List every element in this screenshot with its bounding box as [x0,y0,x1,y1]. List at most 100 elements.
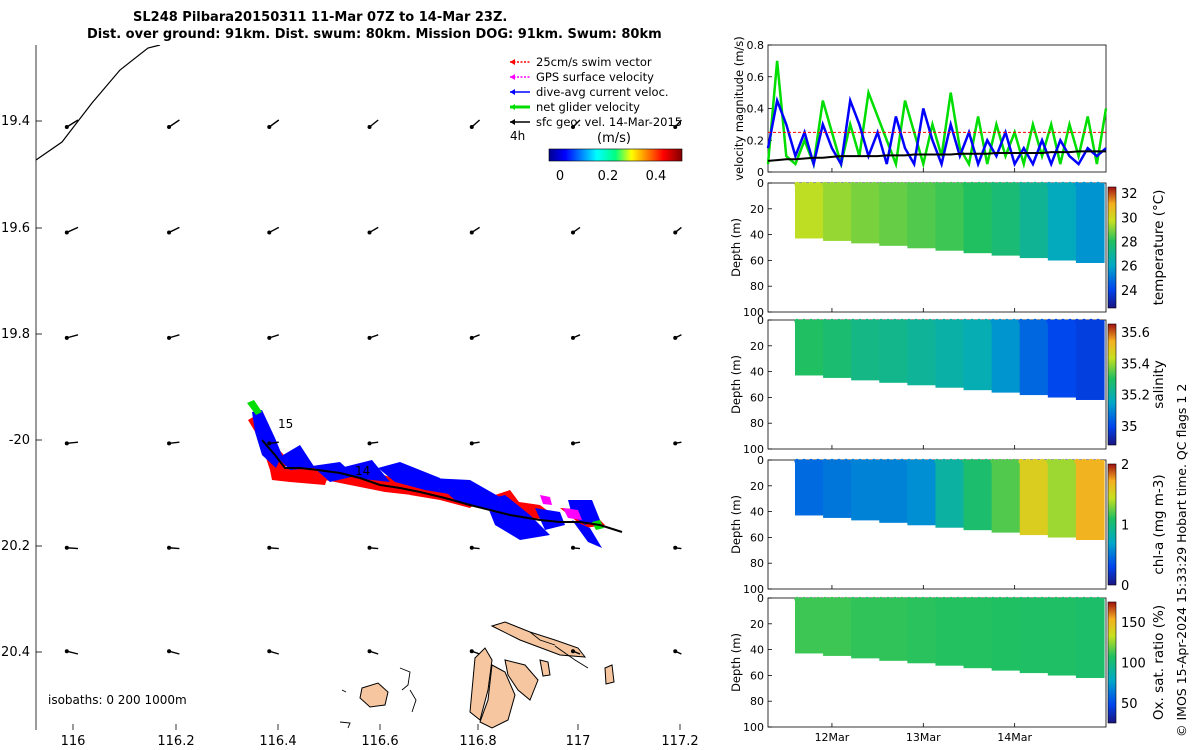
gps-velocity-fill [540,495,582,520]
surface-sample-dot [1032,181,1038,187]
section-column [963,598,993,669]
surface-sample-dot [1004,458,1010,464]
geo-velocity-arrow [571,334,581,340]
geo-velocity-arrow [367,226,379,235]
surface-sample-dot [794,596,800,602]
velocity-ytick-label: 0.4 [747,103,765,116]
surface-sample-dot [948,596,954,602]
surface-sample-dot [1095,318,1101,324]
depth-ylabel: Depth (m) [729,218,743,277]
time-tick-label: 12Mar [815,731,850,744]
section-column [991,183,1021,256]
isobath-fragments [339,631,589,729]
surface-sample-dot [843,458,849,464]
section-column [1019,460,1049,536]
surface-sample-dot [1081,181,1087,187]
surface-sample-dot [843,318,849,324]
surface-sample-dot [829,181,835,187]
colorbar-tick-label: 30 [1121,211,1138,226]
velocity-colorbar [548,148,683,162]
surface-sample-dot [1074,181,1080,187]
surface-sample-dot [941,318,947,324]
section-column [907,598,937,664]
section-column [935,320,965,388]
colorbar-tick-label: 26 [1121,260,1138,275]
surface-sample-dot [913,318,919,324]
surface-sample-dot [913,458,919,464]
section-column [1019,183,1049,259]
surface-sample-dot [1039,181,1045,187]
colorbar-tick-label: 2 [1121,458,1129,473]
geo-velocity-arrow [267,441,279,446]
map-xtick-label: 116.4 [259,734,296,749]
geo-velocity-arrow [64,649,79,655]
depth-ytick-label: 40 [750,366,764,379]
legend-label: 25cm/s swim vector [536,55,652,69]
surface-sample-dot [808,596,814,602]
map-ytick-label: 19.8 [1,327,30,342]
section-column [935,598,965,666]
depth-section-panel: 0 20 40 60 80 100 Depth (m) 32 30 28 26 24 temperatu… [729,177,1167,319]
surface-sample-dot [808,458,814,464]
section-column [823,598,852,656]
surface-sample-dot [864,458,870,464]
section-column [963,460,993,531]
geo-velocity-arrow [267,119,280,129]
surface-sample-dot [871,458,877,464]
legend-item: net glider velocity [510,100,640,114]
surface-sample-dot [997,181,1003,187]
surface-sample-dot [1046,318,1052,324]
section-column [907,320,937,386]
surface-sample-dot [892,458,898,464]
velocity-ylabel: velocity magnitude (m/s) [732,36,746,181]
surface-sample-dot [822,181,828,187]
geo-velocity-arrow [469,545,480,550]
geostrophic-velocity-arrows [64,119,682,655]
surface-sample-dot [885,458,891,464]
colorbar-tick-label: 24 [1121,284,1138,299]
section-column [851,460,880,521]
section-column [1075,320,1105,400]
surface-sample-dot [955,318,961,324]
surface-sample-dot [948,181,954,187]
surface-sample-dot [976,596,982,602]
map-tick-labels: 116 116.2 116.4 116.6 116.8 117 117.2 19.4 19.6 1… [1,114,699,749]
surface-sample-dot [1060,458,1066,464]
map-ytick-label: 19.6 [1,221,30,236]
surface-sample-dot [1046,458,1052,464]
colorbar-tick-label: 32 [1121,187,1138,202]
surface-sample-dot [941,596,947,602]
surface-sample-dot [864,596,870,602]
map-ytick-label: 20.2 [1,539,30,554]
surface-sample-dot [836,458,842,464]
legend-item: GPS surface velocity [510,70,654,84]
surface-sample-dot [801,458,807,464]
velocity-ytick-label: 0.2 [747,134,765,147]
surface-sample-dot [1067,596,1073,602]
section-column [795,598,824,654]
surface-sample-dot [1025,318,1031,324]
depth-ylabel: Depth (m) [729,355,743,414]
surface-sample-dot [836,181,842,187]
velocity-ytick-label: 0.8 [747,39,765,52]
map-xtick-label: 116.2 [157,734,194,749]
time-tick-label: 14Mar [997,731,1032,744]
depth-ytick-label: 60 [750,669,764,682]
surface-sample-dot [955,596,961,602]
section-column [991,598,1021,671]
coastline-northwest [36,45,161,161]
geo-velocity-arrow [571,441,581,446]
section-column [823,183,852,241]
surface-sample-dot [1032,596,1038,602]
colorbar-tick-label: 0 [1121,579,1129,594]
geo-velocity-arrow [64,334,79,340]
surface-sample-dot [969,181,975,187]
surface-sample-dot [808,181,814,187]
surface-sample-dot [885,596,891,602]
surface-sample-dot [871,596,877,602]
section-column [795,460,824,516]
geo-velocity-arrow [673,545,682,550]
surface-sample-dot [927,596,933,602]
depth-ytick-label: 60 [750,531,764,544]
